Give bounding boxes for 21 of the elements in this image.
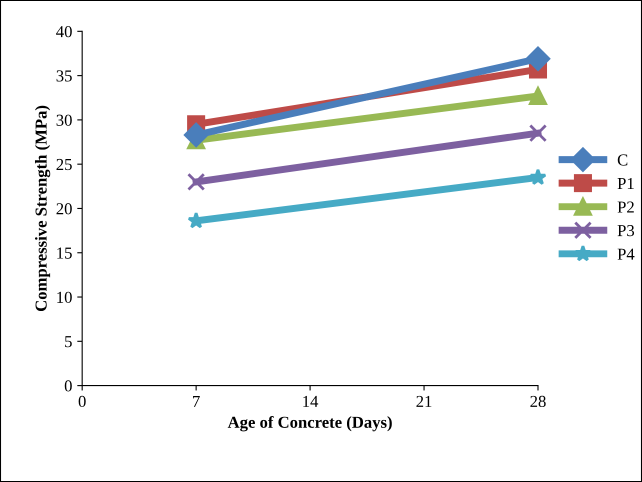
x-axis-title: Age of Concrete (Days) [228, 416, 392, 432]
legend-label: C [618, 154, 628, 166]
x-tick-label: 0 [78, 396, 86, 408]
legend-label: P4 [618, 248, 634, 260]
y-tick-label: 30 [56, 114, 72, 126]
y-tick-label: 0 [64, 380, 72, 392]
legend-label: P2 [618, 201, 634, 213]
legend-label: P1 [618, 178, 634, 189]
y-tick-label: 5 [65, 336, 72, 348]
y-tick-label: 10 [57, 292, 72, 303]
y-tick-label: 35 [56, 70, 72, 82]
y-tick-label: 15 [57, 248, 72, 259]
y-tick-label: 40 [56, 26, 72, 38]
y-tick-label: 20 [56, 203, 72, 214]
legend-label: P3 [618, 225, 634, 236]
y-axis-title: Compressive Strength (MPa) [34, 106, 50, 312]
x-tick-label: 14 [303, 396, 318, 407]
y-tick-label: 25 [56, 158, 72, 170]
x-tick-label: 28 [530, 396, 546, 408]
x-tick-label: 7 [193, 396, 200, 407]
x-tick-label: 21 [416, 396, 432, 407]
